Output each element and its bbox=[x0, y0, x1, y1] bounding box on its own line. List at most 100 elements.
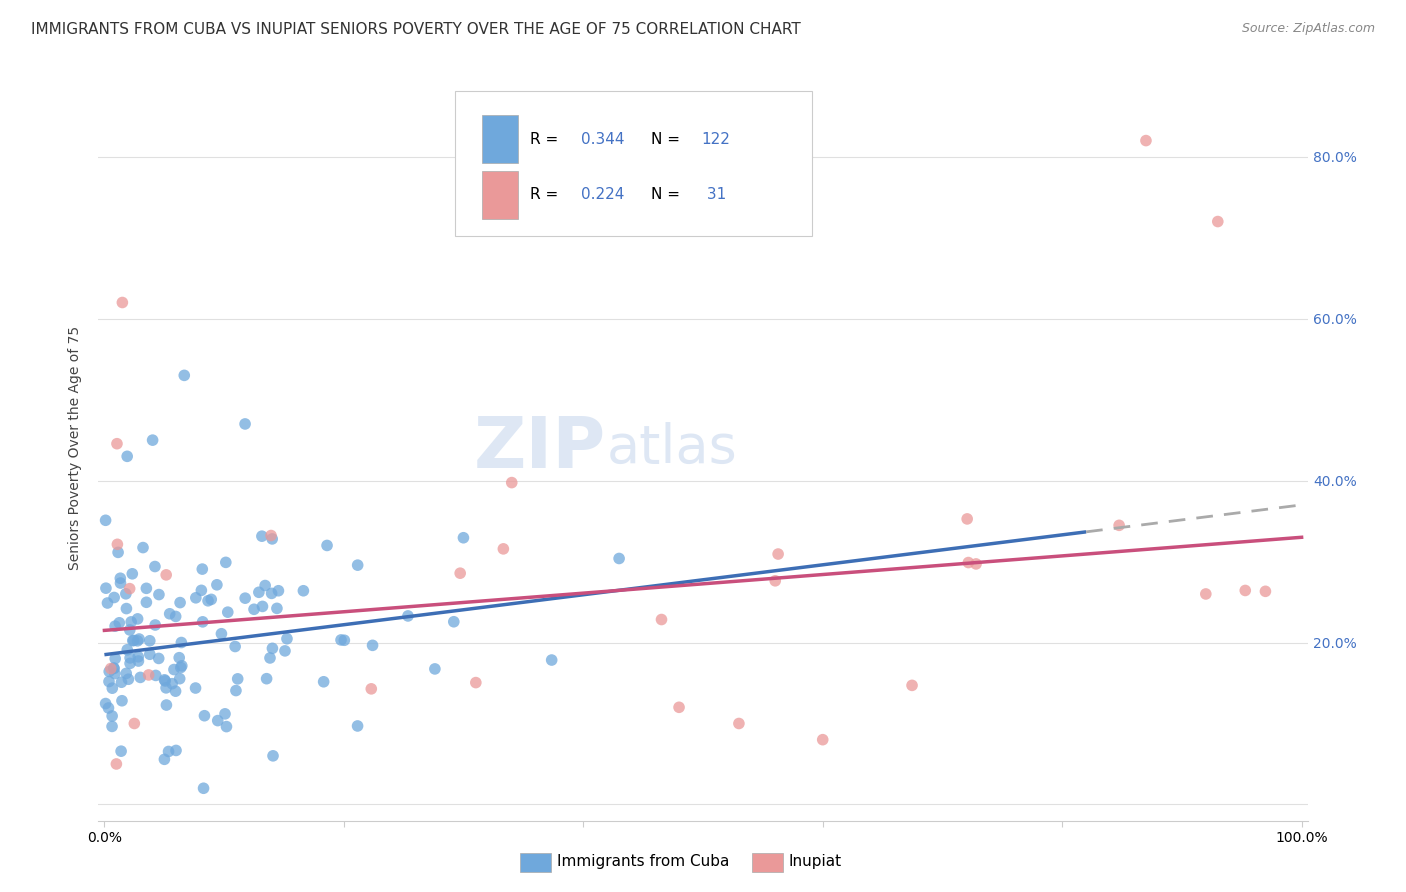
Point bbox=[262, 532, 284, 546]
Point bbox=[94, 513, 117, 527]
Point bbox=[247, 585, 270, 599]
Point bbox=[101, 681, 124, 696]
Point bbox=[111, 295, 134, 310]
Point bbox=[135, 595, 157, 609]
Point bbox=[191, 615, 214, 629]
FancyBboxPatch shape bbox=[456, 91, 811, 236]
Point bbox=[170, 660, 193, 674]
Point bbox=[453, 531, 475, 545]
Point bbox=[267, 583, 290, 598]
Point bbox=[260, 528, 283, 542]
Point bbox=[728, 716, 751, 731]
Point bbox=[101, 709, 124, 723]
Point bbox=[184, 681, 207, 695]
Point bbox=[97, 701, 120, 715]
Point bbox=[94, 581, 117, 595]
Point bbox=[956, 512, 979, 526]
Point bbox=[143, 559, 166, 574]
Point bbox=[153, 752, 176, 766]
Text: 31: 31 bbox=[702, 187, 725, 202]
Point bbox=[165, 684, 187, 698]
Point bbox=[262, 748, 284, 763]
Point bbox=[118, 582, 141, 596]
Point bbox=[214, 706, 236, 721]
Text: IMMIGRANTS FROM CUBA VS INUPIAT SENIORS POVERTY OVER THE AGE OF 75 CORRELATION C: IMMIGRANTS FROM CUBA VS INUPIAT SENIORS … bbox=[31, 22, 800, 37]
Point bbox=[111, 694, 134, 708]
Point bbox=[200, 592, 222, 607]
Point bbox=[98, 674, 121, 689]
Point bbox=[346, 719, 368, 733]
Point bbox=[169, 596, 191, 610]
Text: Source: ZipAtlas.com: Source: ZipAtlas.com bbox=[1241, 22, 1375, 36]
Point bbox=[256, 672, 278, 686]
Point bbox=[225, 683, 247, 698]
Point bbox=[540, 653, 562, 667]
Point bbox=[233, 591, 256, 606]
Y-axis label: Seniors Poverty Over the Age of 75: Seniors Poverty Over the Age of 75 bbox=[69, 326, 83, 570]
Point bbox=[766, 547, 789, 561]
Point bbox=[226, 672, 249, 686]
Point bbox=[138, 668, 160, 682]
Point bbox=[120, 657, 142, 671]
Point bbox=[115, 666, 138, 681]
Point bbox=[957, 556, 980, 570]
Point bbox=[108, 615, 131, 630]
Text: Immigrants from Cuba: Immigrants from Cuba bbox=[557, 855, 730, 869]
Point bbox=[346, 558, 368, 573]
Point bbox=[155, 681, 177, 695]
Point bbox=[163, 663, 186, 677]
Point bbox=[250, 529, 273, 543]
Text: 0.224: 0.224 bbox=[581, 187, 624, 202]
Point bbox=[101, 719, 124, 733]
Point bbox=[443, 615, 465, 629]
Point bbox=[233, 417, 256, 431]
Point bbox=[120, 651, 142, 665]
Point bbox=[98, 665, 121, 679]
Point bbox=[260, 586, 283, 600]
Point bbox=[104, 666, 127, 681]
Point bbox=[333, 633, 356, 648]
Point bbox=[217, 605, 239, 619]
Point bbox=[104, 619, 127, 633]
Text: R =: R = bbox=[530, 187, 564, 202]
Point bbox=[650, 613, 672, 627]
Point bbox=[145, 668, 167, 682]
Point bbox=[127, 649, 149, 664]
Point bbox=[360, 681, 382, 696]
Point bbox=[94, 697, 117, 711]
Point bbox=[901, 678, 924, 692]
Point bbox=[330, 632, 353, 647]
Point bbox=[193, 781, 215, 796]
Point bbox=[110, 576, 132, 591]
Point bbox=[1206, 214, 1229, 228]
Point bbox=[266, 601, 288, 615]
Point bbox=[165, 743, 187, 757]
Point bbox=[396, 609, 419, 624]
Point bbox=[132, 541, 155, 555]
Point bbox=[118, 623, 141, 637]
Point bbox=[292, 583, 315, 598]
Point bbox=[668, 700, 690, 714]
Point bbox=[173, 368, 195, 383]
Point bbox=[224, 640, 246, 654]
Point bbox=[215, 720, 238, 734]
Point bbox=[207, 714, 229, 728]
Point bbox=[121, 566, 143, 581]
Text: N =: N = bbox=[651, 187, 685, 202]
Point bbox=[262, 641, 284, 656]
Point bbox=[197, 594, 219, 608]
Point bbox=[105, 537, 128, 551]
Point bbox=[103, 591, 125, 605]
Point bbox=[157, 744, 180, 758]
Point bbox=[312, 674, 335, 689]
FancyBboxPatch shape bbox=[482, 115, 517, 163]
Point bbox=[165, 609, 187, 624]
Point bbox=[121, 633, 143, 648]
Point bbox=[115, 587, 138, 601]
Point bbox=[155, 567, 177, 582]
Point bbox=[1108, 518, 1130, 533]
Point bbox=[110, 744, 132, 758]
Point bbox=[1135, 134, 1157, 148]
Point bbox=[169, 672, 191, 686]
Point bbox=[107, 545, 129, 559]
